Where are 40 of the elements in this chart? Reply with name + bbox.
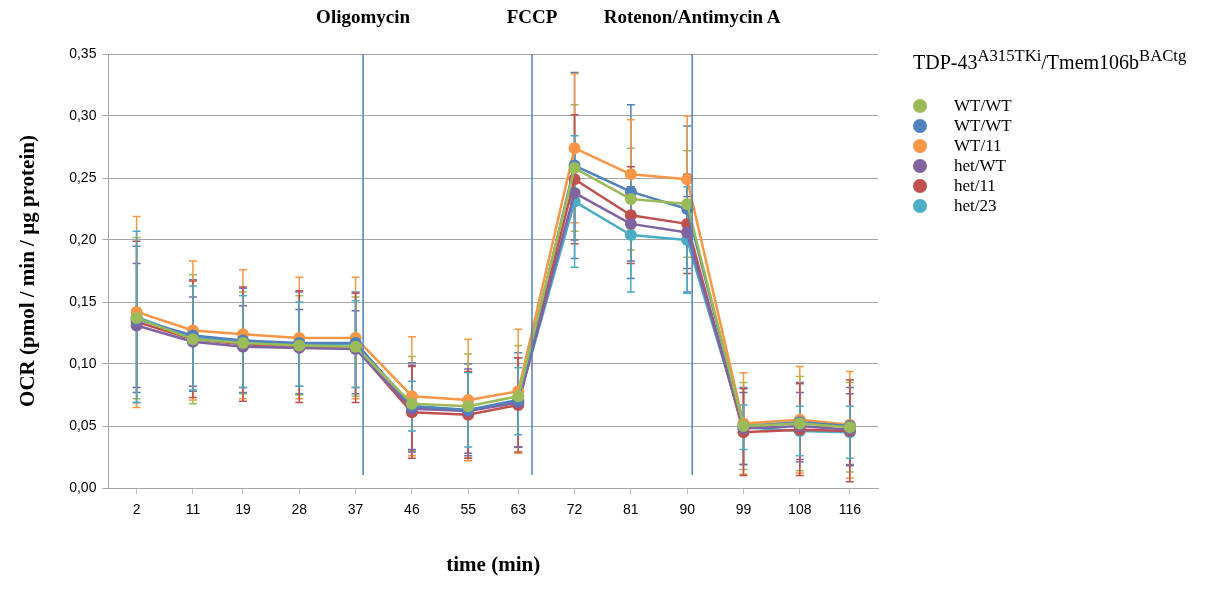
x-tick-label: 99 xyxy=(735,501,752,518)
point xyxy=(624,193,637,206)
legend-label: WT/WT xyxy=(954,115,1012,136)
y-tick-label: 0,10 xyxy=(69,354,97,371)
point xyxy=(624,168,637,181)
x-tick-label: 37 xyxy=(347,501,364,518)
point xyxy=(624,217,637,230)
y-tick-label: 0,25 xyxy=(69,168,97,185)
x-tick-label: 81 xyxy=(623,501,639,518)
point xyxy=(624,229,637,242)
y-tick-label: 0,15 xyxy=(69,292,97,309)
ref-line-label: FCCP xyxy=(506,6,558,28)
y-tick-label: 0,35 xyxy=(69,44,97,61)
x-tick-label: 116 xyxy=(838,501,862,518)
x-tick-label: 55 xyxy=(460,501,477,518)
ref-line-label: Oligomycin xyxy=(316,6,411,28)
x-tick-label: 108 xyxy=(788,501,812,518)
x-axis-title: time (min) xyxy=(446,551,541,576)
legend-label: het/11 xyxy=(954,175,996,196)
x-tick-label: 11 xyxy=(185,501,201,518)
y-tick-label: 0,05 xyxy=(69,416,97,433)
y-tick-label: 0,00 xyxy=(69,478,97,495)
x-tick-label: 2 xyxy=(132,501,141,518)
x-tick-label: 90 xyxy=(679,501,696,518)
y-axis-title: OCR (pmol / min / µg protein) xyxy=(15,135,40,407)
x-tick-label: 63 xyxy=(510,501,527,518)
legend-label: WT/WT xyxy=(954,95,1012,116)
x-tick-label: 46 xyxy=(404,501,420,518)
point xyxy=(568,186,581,199)
y-tick-label: 0,20 xyxy=(69,230,97,247)
legend-label: WT/11 xyxy=(954,135,1002,156)
x-tick-label: 28 xyxy=(291,501,308,518)
point xyxy=(568,142,581,155)
x-tick-label: 19 xyxy=(235,501,251,518)
legend-label: het/23 xyxy=(954,195,997,216)
legend-label: het/WT xyxy=(954,155,1006,176)
legend-title: TDP-43$^{A315TKi}$/Tmem106b$^{BACtg}$ xyxy=(913,46,1187,74)
ref-line-label: Rotenon/Antimycin A xyxy=(603,6,781,28)
x-tick-label: 72 xyxy=(566,501,583,518)
y-tick-label: 0,30 xyxy=(69,106,97,123)
